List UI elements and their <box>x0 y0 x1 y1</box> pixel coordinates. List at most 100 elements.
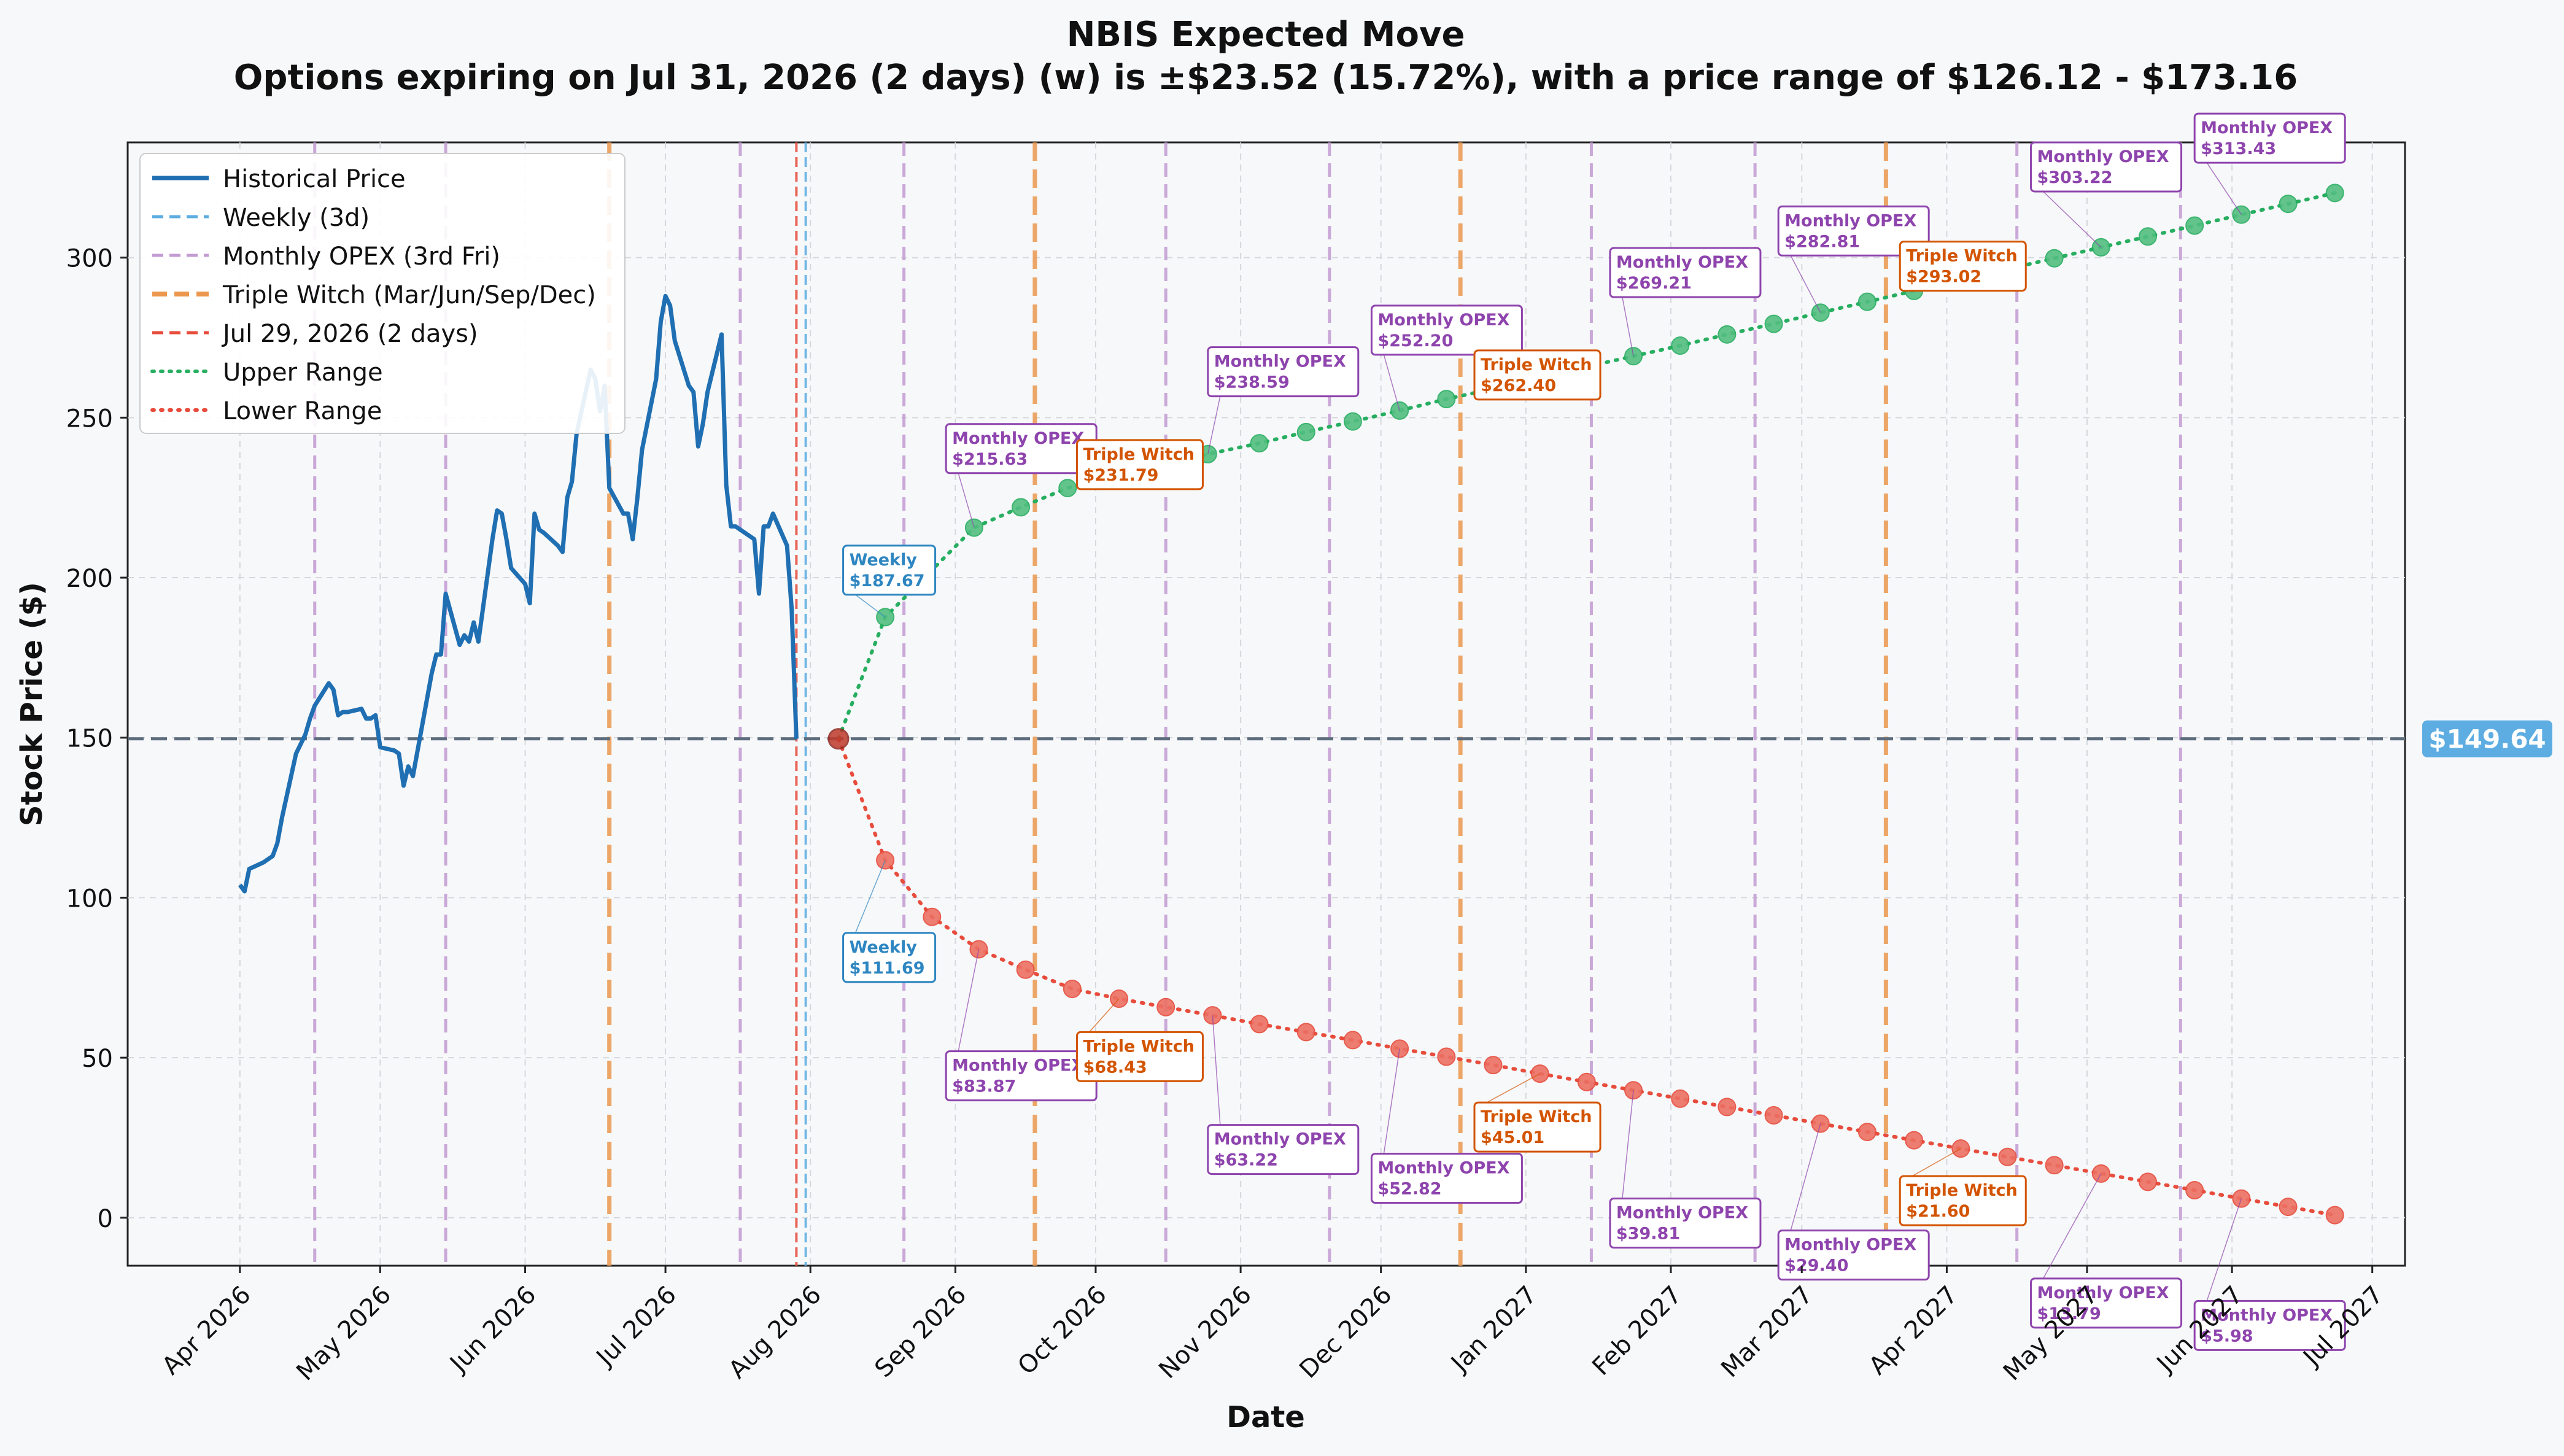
annotation-value: $45.01 <box>1481 1128 1544 1147</box>
annotation-title: Monthly OPEX <box>2037 147 2169 166</box>
annotation-title: Monthly OPEX <box>2201 1306 2333 1325</box>
annotation-title: Triple Witch <box>1906 1181 2018 1200</box>
annotation-leader <box>1212 1015 1221 1125</box>
annotation-leader <box>2206 162 2242 215</box>
annotation-box <box>1899 1175 2027 1226</box>
annotation-value: $293.02 <box>1906 268 1981 287</box>
lower-range-point <box>1437 1047 1456 1066</box>
annotation-title: Weekly <box>850 938 918 957</box>
lower-range-point <box>2279 1198 2298 1217</box>
annotation-box <box>842 544 937 596</box>
triple-annotation: Triple Witch $293.02 <box>1899 241 2027 292</box>
annotation-value: $303.22 <box>2037 168 2113 187</box>
legend-box <box>139 153 626 434</box>
upper-range-point <box>1718 325 1737 344</box>
lower-range-point <box>1156 997 1175 1016</box>
annotation-leader <box>2042 1173 2102 1279</box>
annotation-title: Weekly <box>850 551 918 570</box>
annotation-value: $13.79 <box>2037 1304 2101 1323</box>
annotation-title: Triple Witch <box>1083 445 1195 464</box>
upper-range-point <box>1296 422 1315 441</box>
lower-range-point <box>1063 980 1082 999</box>
current-price-badge-label: $149.64 <box>2428 724 2546 754</box>
annotation-value: $262.40 <box>1481 376 1556 395</box>
y-tick-label: 100 <box>66 885 113 913</box>
lower-range-point <box>1718 1098 1737 1117</box>
legend: Historical Price Weekly (3d) Monthly OPEX … <box>139 153 626 434</box>
monthly-annotation: Monthly OPEX$252.20 <box>1370 304 1523 411</box>
annotation-value: $39.81 <box>1616 1225 1680 1244</box>
annotation-box <box>1899 241 2027 292</box>
annotation-box <box>1207 346 1360 398</box>
annotation-title: Triple Witch <box>1906 247 2018 266</box>
y-axis-label: Stock Price ($) <box>15 582 49 826</box>
lower-range-point <box>1484 1056 1503 1075</box>
upper-range-point <box>1857 292 1877 311</box>
annotation-box <box>1777 1229 1930 1281</box>
annotation-title: Triple Witch <box>1083 1037 1195 1056</box>
lower-range-point <box>1250 1015 1269 1034</box>
annotation-value: $313.43 <box>2201 139 2276 158</box>
upper-range-point <box>1058 479 1077 498</box>
monthly-annotation: Monthly OPEX $215.63 <box>945 423 1098 528</box>
monthly-annotation: Monthly OPEX $282.81 <box>1777 205 1930 313</box>
annotation-box <box>2030 141 2183 193</box>
annotation-value: $252.20 <box>1377 331 1453 350</box>
upper-range-point <box>1437 390 1456 409</box>
annotation-value: $5.98 <box>2201 1326 2253 1346</box>
upper-range-point <box>2045 249 2064 268</box>
annotation-title: Monthly OPEX <box>1784 211 1916 230</box>
annotation-box <box>1075 439 1204 490</box>
annotation-box <box>2193 1299 2346 1351</box>
annotation-leader <box>1486 1073 1541 1103</box>
upper-range-point <box>1250 434 1269 453</box>
annotation-leader <box>2206 1198 2242 1301</box>
annotation-leader <box>958 473 975 528</box>
annotation-value: $187.67 <box>850 571 925 591</box>
annotation-leader <box>2043 191 2102 248</box>
upper-range-point <box>2325 184 2344 203</box>
annotation-title: Monthly OPEX <box>1377 1159 1509 1178</box>
annotation-leader <box>1383 354 1400 411</box>
legend-label: Lower Range <box>223 397 382 425</box>
annotation-title: Monthly OPEX <box>1214 352 1346 371</box>
lower-range-point <box>1998 1147 2017 1166</box>
annotation-value: $269.21 <box>1616 274 1692 293</box>
annotation-title: Monthly OPEX <box>1377 311 1509 330</box>
y-tick-label: 250 <box>66 405 113 433</box>
monthly-annotation: Monthly OPEX $303.22 <box>2030 141 2183 248</box>
annotation-box <box>1207 1124 1360 1175</box>
annotation-leader <box>1790 255 1821 313</box>
annotation-value: $52.82 <box>1377 1180 1441 1199</box>
y-tick-label: 300 <box>66 245 113 273</box>
y-tick-label: 200 <box>66 565 113 593</box>
y-tick-label: 0 <box>98 1205 113 1233</box>
annotation-box <box>1609 1198 1762 1249</box>
lower-range-point <box>1671 1089 1690 1108</box>
annotation-title: Monthly OPEX <box>952 1056 1084 1075</box>
annotation-title: Monthly OPEX <box>2201 118 2333 137</box>
annotation-value: $21.60 <box>1906 1202 1970 1221</box>
monthly-annotation: Monthly OPEX $313.43 <box>2193 112 2346 215</box>
annotation-box <box>2030 1277 2183 1329</box>
chart-title: NBIS Expected Move <box>1067 15 1465 55</box>
lower-range-point <box>1577 1072 1596 1091</box>
lower-range-point <box>2185 1180 2204 1199</box>
triple-annotation: Triple Witch $231.79 <box>1075 439 1204 490</box>
weekly-annotation: Weekly $111.69 <box>842 860 937 983</box>
annotation-value: $238.59 <box>1214 373 1290 392</box>
upper-range-point <box>2185 216 2204 235</box>
annotation-box <box>1370 1153 1523 1204</box>
current-price-badge-bg <box>2422 720 2552 757</box>
annotation-title: Monthly OPEX <box>952 429 1084 448</box>
triple-annotation: Triple Witch $21.60 <box>1899 1148 2027 1226</box>
annotation-leader <box>855 594 886 618</box>
upper-range-point <box>1811 303 1830 322</box>
annotation-value: $111.69 <box>850 959 925 978</box>
legend-label: Jul 29, 2026 (2 days) <box>221 320 478 348</box>
annotation-value: $83.87 <box>952 1077 1016 1096</box>
legend-label: Monthly OPEX (3rd Fri) <box>223 242 500 271</box>
upper-range-point <box>1343 412 1362 431</box>
annotation-leader <box>1383 1048 1400 1154</box>
